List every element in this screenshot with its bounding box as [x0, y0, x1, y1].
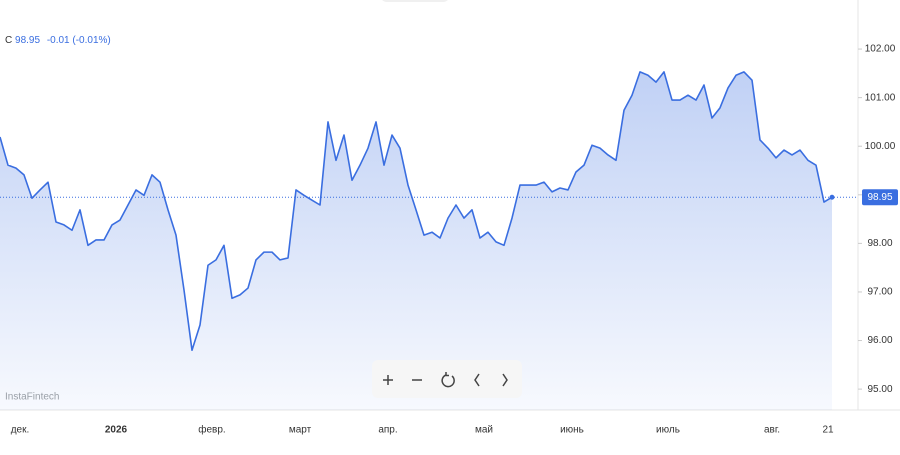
- x-tick-label: июль: [656, 425, 680, 436]
- scroll-left[interactable]: [474, 373, 480, 387]
- legend: C 98.95 -0.01 (-0.01%): [5, 35, 111, 46]
- x-tick-label: март: [289, 425, 312, 436]
- y-tick-label: 96.00: [867, 335, 892, 346]
- y-tick-label: 102.00: [865, 44, 896, 55]
- y-tick-label: 97.00: [867, 287, 892, 298]
- y-tick-label: 101.00: [865, 92, 896, 103]
- last-price-label: 98.95: [867, 192, 892, 203]
- y-tick-label: 98.00: [867, 238, 892, 249]
- x-tick-label: дек.: [11, 425, 30, 436]
- zoom-controls: [372, 360, 522, 398]
- area: [0, 71, 832, 410]
- x-tick-label: июнь: [560, 425, 584, 436]
- tab-pill[interactable]: [380, 0, 450, 2]
- x-tick-label: февр.: [198, 424, 225, 436]
- series-code: C: [5, 35, 12, 46]
- x-tick-label: авг.: [764, 425, 780, 436]
- x-tick-label: апр.: [378, 425, 397, 436]
- x-tick-label: май: [475, 425, 493, 436]
- reset[interactable]: [441, 372, 455, 388]
- plot: [0, 71, 858, 410]
- change: -0.01 (-0.01%): [47, 35, 111, 46]
- x-tick-label: 21: [822, 425, 834, 436]
- x-tick-label: 2026: [105, 425, 128, 436]
- watermark: InstaFintech: [5, 392, 59, 403]
- price-line: [0, 71, 833, 352]
- last-price-box: [862, 189, 898, 206]
- scroll-right[interactable]: [502, 373, 508, 387]
- last-value: 98.95: [15, 35, 40, 46]
- zoom-in[interactable]: [383, 375, 393, 385]
- last-point: [829, 194, 835, 200]
- controls-bg: [372, 360, 522, 398]
- y-tick-label: 100.00: [865, 141, 896, 152]
- y-tick-label: 95.00: [867, 384, 892, 395]
